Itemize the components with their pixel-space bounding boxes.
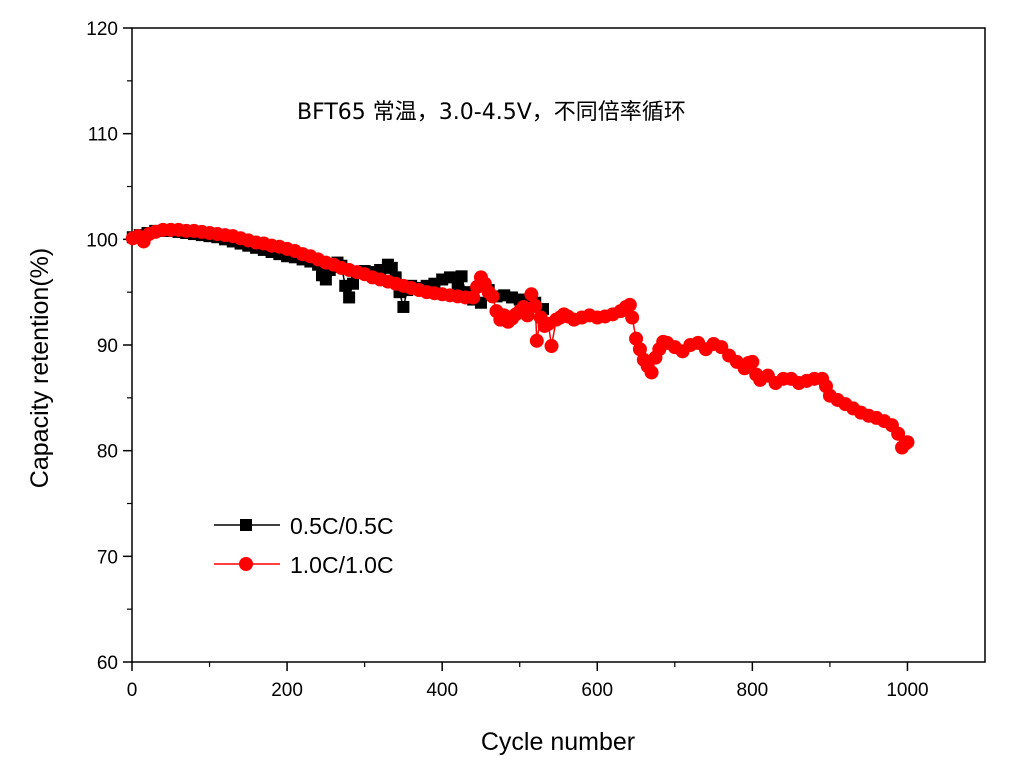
- y-axis-title: Capacity retention(%): [26, 248, 54, 488]
- data-point-square: [281, 250, 294, 263]
- data-point-square: [343, 291, 356, 304]
- data-point-circle: [891, 426, 906, 441]
- y-tick-label: 80: [97, 442, 118, 463]
- legend-marker: [239, 557, 253, 571]
- legend-marker: [240, 519, 252, 531]
- x-tick-label: 800: [737, 680, 769, 701]
- data-point-circle: [524, 287, 539, 302]
- series-layer: [125, 222, 915, 455]
- data-point-circle: [529, 333, 544, 348]
- x-axis-title: Cycle number: [481, 728, 635, 756]
- data-point-circle: [520, 308, 535, 323]
- y-tick-label: 60: [97, 653, 118, 674]
- data-point-circle: [629, 331, 644, 346]
- data-point-circle: [466, 290, 481, 305]
- data-point-circle: [625, 310, 640, 325]
- x-tick-label: 0: [127, 680, 138, 701]
- data-point-circle: [622, 297, 637, 312]
- data-point-circle: [485, 289, 500, 304]
- y-axis: 60 70 80 90 100 110 120: [86, 19, 132, 674]
- y-tick-label: 90: [97, 336, 118, 357]
- data-point-square: [273, 248, 286, 261]
- data-point-square: [319, 273, 332, 286]
- y-tick-label: 120: [86, 19, 118, 40]
- data-point-square: [385, 261, 398, 274]
- legend: 0.5C/0.5C 1.0C/1.0C: [214, 513, 394, 578]
- data-point-square: [347, 277, 360, 290]
- data-point-circle: [544, 339, 559, 354]
- data-point-circle: [900, 435, 915, 450]
- legend-label: 1.0C/1.0C: [290, 552, 394, 578]
- y-tick-label: 110: [88, 125, 118, 146]
- plot-area: [131, 27, 986, 663]
- data-point-circle: [745, 354, 760, 369]
- x-tick-label: 200: [271, 680, 303, 701]
- legend-item: 1.0C/1.0C: [214, 552, 394, 578]
- data-point-circle: [644, 365, 659, 380]
- data-point-square: [455, 270, 468, 283]
- y-tick-label: 100: [86, 230, 118, 251]
- data-point-circle: [528, 298, 543, 313]
- x-axis: 0 200 400 600 800 1000: [127, 662, 929, 701]
- chart-annotation: BFT65 常温，3.0-4.5V，不同倍率循环: [297, 100, 686, 125]
- series-2: [125, 222, 915, 455]
- x-tick-label: 400: [426, 680, 458, 701]
- data-point-circle: [632, 342, 647, 357]
- y-tick-label: 70: [97, 547, 118, 568]
- legend-item: 0.5C/0.5C: [214, 513, 394, 539]
- data-point-square: [397, 300, 410, 313]
- x-tick-label: 600: [581, 680, 613, 701]
- legend-label: 0.5C/0.5C: [290, 513, 394, 539]
- x-tick-label: 1000: [886, 680, 928, 701]
